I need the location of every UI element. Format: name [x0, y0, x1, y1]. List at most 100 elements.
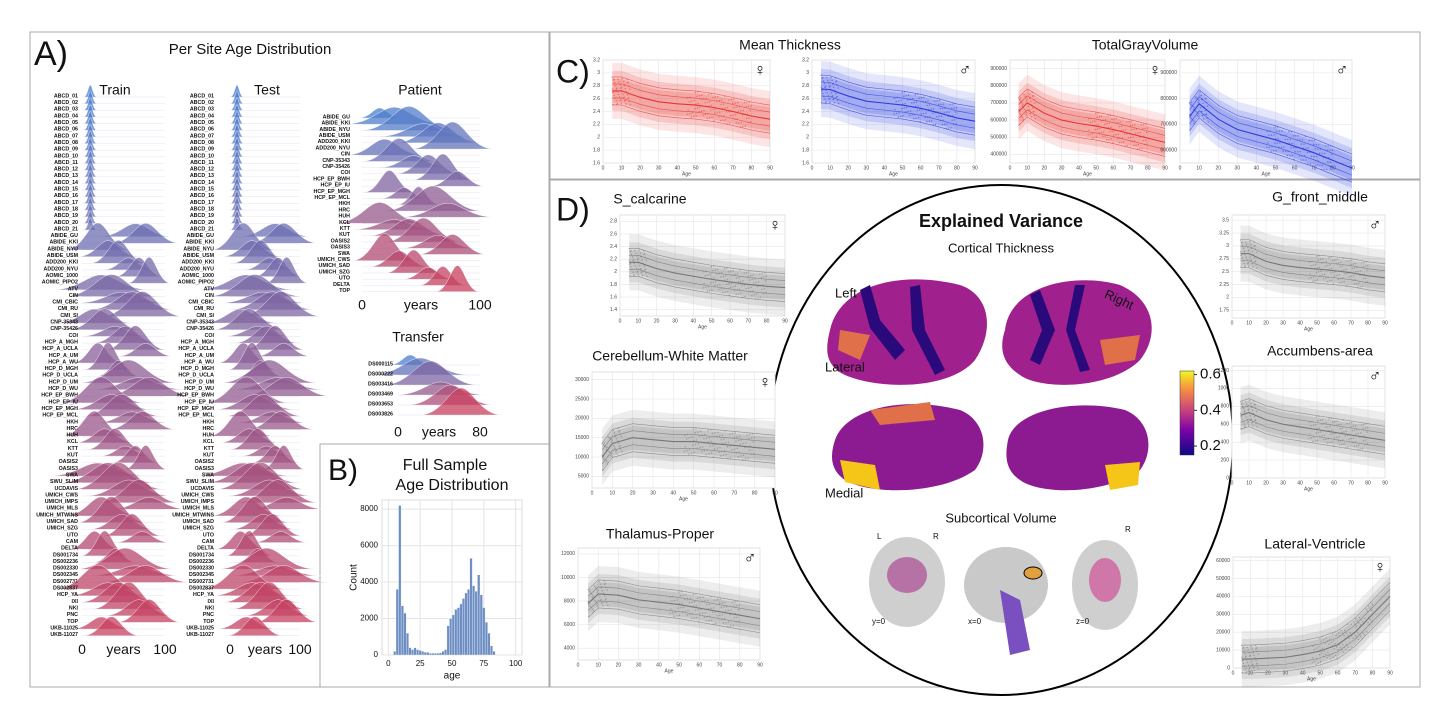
sample-dot [1355, 625, 1358, 627]
x-tick-label: 40 [1254, 165, 1260, 171]
site-label: TOP [203, 619, 214, 625]
centile-line [601, 444, 776, 465]
sample-dot [1342, 643, 1344, 646]
ridge [215, 547, 318, 570]
sample-dot [1309, 433, 1311, 435]
sample-dot [1096, 128, 1099, 130]
sample-dot [678, 591, 680, 593]
site-label: DS003416 [368, 381, 393, 387]
panel-label: B) [328, 454, 358, 487]
sample-dot [1250, 259, 1253, 261]
site-label: HCP_EP_MGH [314, 189, 351, 195]
sample-dot [1350, 421, 1353, 424]
sample-dot [1202, 114, 1204, 116]
site-label: ABIDE_USM [183, 253, 215, 259]
centile-line [1240, 239, 1386, 265]
sample-dot [635, 267, 638, 270]
sample-dot [1352, 637, 1354, 639]
sample-dot [1323, 168, 1325, 171]
sample-dot [1257, 653, 1259, 655]
sample-dot [1120, 141, 1123, 144]
y-tick-label: 0 [1227, 665, 1230, 671]
centile-line [601, 430, 776, 451]
y-tick-label: 30000 [575, 377, 589, 383]
sample-dot [895, 100, 897, 103]
sample-dot [1345, 648, 1347, 651]
sample-dot [706, 290, 709, 292]
sample-dot [1352, 437, 1355, 439]
sample-dot [1308, 139, 1311, 142]
sample-dot [1355, 618, 1357, 620]
site-label: ABCD_19 [54, 213, 78, 219]
sample-dot [822, 76, 824, 79]
sample-dot [1266, 142, 1269, 144]
sample-dot [714, 599, 716, 601]
sample-dot [1317, 259, 1319, 261]
sample-dot [607, 604, 609, 607]
sample-dot [1335, 634, 1338, 637]
sample-dot [701, 450, 703, 453]
bar [406, 632, 409, 656]
x-tick-label: 40 [674, 165, 680, 171]
sample-dot [725, 453, 727, 456]
centile-band [588, 565, 760, 647]
sample-dot [728, 99, 730, 101]
sample-dot [1241, 656, 1243, 658]
sample-dot [1133, 128, 1135, 131]
sample-dot [724, 119, 727, 121]
site-label: DELTA [333, 282, 350, 288]
brain-region [870, 402, 935, 425]
sample-dot [1285, 134, 1287, 136]
sample-dot [1253, 669, 1256, 672]
x-tick-label: 40 [1297, 480, 1303, 486]
sample-dot [1241, 402, 1243, 404]
site-label: UMICH_IMPS [181, 499, 215, 505]
sample-dot [930, 120, 933, 122]
ridge [78, 359, 180, 384]
sample-dot [1023, 93, 1025, 96]
ridge [362, 265, 480, 292]
sample-dot [1303, 143, 1305, 145]
sample-dot [696, 616, 698, 619]
sample-dot [694, 107, 696, 110]
sample-dot [1319, 258, 1322, 261]
ridge [82, 131, 165, 144]
sample-dot [745, 287, 747, 290]
site-label: AOMIC_PIPO2 [178, 280, 214, 286]
sample-dot [689, 597, 691, 600]
sample-dot [932, 108, 935, 110]
site-label: HCP_A_UM [185, 353, 215, 359]
sample-dot [698, 94, 701, 97]
sample-dot [740, 110, 742, 112]
sample-dot [615, 100, 618, 102]
site-label: ABCD_04 [190, 113, 214, 119]
sample-dot [764, 280, 767, 282]
sample-dot [761, 272, 763, 274]
site-label: CMI_RU [194, 306, 214, 312]
sample-dot [940, 115, 943, 117]
sample-dot [907, 110, 909, 113]
sample-dot [1358, 444, 1360, 446]
site-label: ABCD_06 [54, 127, 78, 133]
sample-dot [688, 453, 690, 455]
sample-dot [1247, 422, 1249, 424]
x-tick-label: 100 [509, 659, 523, 668]
sample-dot [1315, 663, 1317, 666]
sample-dot [1256, 662, 1258, 664]
sample-dot [605, 445, 607, 448]
site-label: AOMIC_PIPO2 [42, 280, 78, 286]
sample-dot [736, 447, 739, 450]
sample-dot [1137, 144, 1140, 146]
sample-dot [1315, 416, 1318, 418]
y-tick-label: 2.5 [1222, 269, 1229, 275]
sample-dot [1317, 662, 1320, 664]
sample-dot [1305, 159, 1307, 161]
centile-line [587, 600, 761, 627]
slice-label: y=0 [872, 617, 886, 626]
sample-dot [608, 450, 610, 453]
sample-dot [1300, 159, 1302, 161]
sample-dot [674, 611, 676, 613]
sample-dot [613, 94, 615, 97]
sex-symbol: ♀ [1149, 60, 1162, 79]
sample-dot [736, 106, 738, 108]
